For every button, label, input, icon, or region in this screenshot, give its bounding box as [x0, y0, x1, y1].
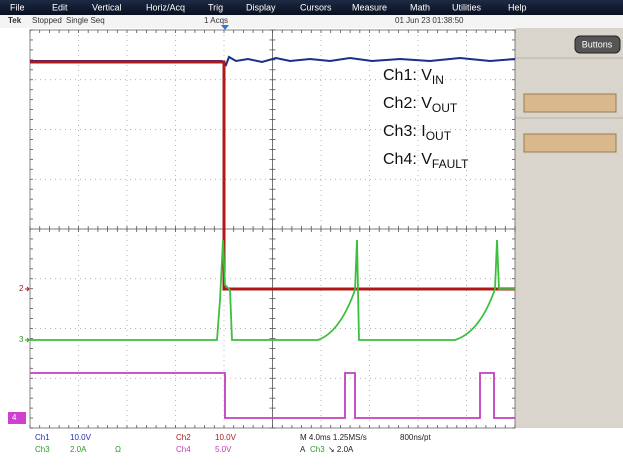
legend-entry: Ch3: IOUT — [383, 123, 452, 143]
trigger-position-marker — [221, 25, 229, 30]
legend-subscript: OUT — [426, 129, 452, 143]
ch4-scale: 5.0V — [215, 445, 232, 454]
ch2-arrow — [25, 286, 30, 292]
legend-label: Ch2: V — [383, 95, 432, 112]
resolution: 800ns/pt — [400, 433, 431, 442]
ch4-trace — [30, 372, 515, 419]
ch1-trace — [30, 55, 516, 67]
legend-entry: Ch4: VFAULT — [383, 151, 469, 171]
ch3-marker: 3 — [19, 335, 24, 344]
legend-label: Ch1: V — [383, 67, 432, 84]
buttons-label: Buttons — [582, 39, 613, 49]
acq-count: 1 Acqs — [204, 16, 228, 25]
ch2-marker: 2 — [19, 284, 24, 293]
ch4-marker-box — [8, 412, 26, 424]
ch1-name: Ch1 — [35, 433, 50, 442]
panel-field[interactable] — [523, 93, 617, 113]
legend-subscript: IN — [432, 73, 444, 87]
trigger-source: Ch3 — [310, 445, 325, 454]
ch1-scale: 10.0V — [70, 433, 92, 442]
ch4-marker: 4 — [12, 413, 17, 422]
trigger-prefix: A — [300, 445, 306, 454]
legend-subscript: OUT — [432, 101, 458, 115]
panel-field[interactable] — [523, 133, 617, 153]
ch3-scale: 2.0A — [70, 445, 87, 454]
brand: Tek — [8, 16, 22, 25]
legend-subscript: FAULT — [432, 157, 469, 171]
acq-mode: Single Seq — [66, 16, 105, 25]
ch3-arrow — [25, 337, 30, 343]
menu-item[interactable]: Math — [410, 2, 430, 12]
ch3-impedance: Ω — [115, 445, 121, 454]
legend-label: Ch3: I — [383, 123, 426, 140]
menu-item[interactable]: Trig — [208, 2, 223, 12]
status-bar — [0, 15, 623, 28]
ch4-name: Ch4 — [176, 445, 191, 454]
timebase: M 4.0ms 1.25MS/s — [300, 433, 367, 442]
menu-item[interactable]: Horiz/Acq — [146, 2, 185, 12]
ch2-name: Ch2 — [176, 433, 191, 442]
buttons-button[interactable] — [574, 35, 621, 54]
ch3-name: Ch3 — [35, 445, 50, 454]
menu-item[interactable]: Edit — [52, 2, 68, 12]
menu-item[interactable]: Vertical — [92, 2, 122, 12]
trigger-level: ↘ 2.0A — [328, 445, 354, 454]
menu-bar — [0, 0, 623, 15]
legend-label: Ch4: V — [383, 151, 432, 168]
legend-entry: Ch2: VOUT — [383, 95, 458, 115]
menu-item[interactable]: Help — [508, 2, 527, 12]
datetime: 01 Jun 23 01:38:50 — [395, 16, 464, 25]
menu-item[interactable]: Display — [246, 2, 276, 12]
menu-item[interactable]: Measure — [352, 2, 387, 12]
acq-state: Stopped — [32, 16, 62, 25]
legend-entry: Ch1: VIN — [383, 67, 444, 87]
menu-item[interactable]: File — [10, 2, 25, 12]
ch3-trace — [30, 239, 515, 341]
side-panel — [515, 28, 623, 428]
ch2-scale: 10.0V — [215, 433, 237, 442]
menu-item[interactable]: Cursors — [300, 2, 332, 12]
ch2-trace — [30, 60, 515, 291]
menu-item[interactable]: Utilities — [452, 2, 482, 12]
